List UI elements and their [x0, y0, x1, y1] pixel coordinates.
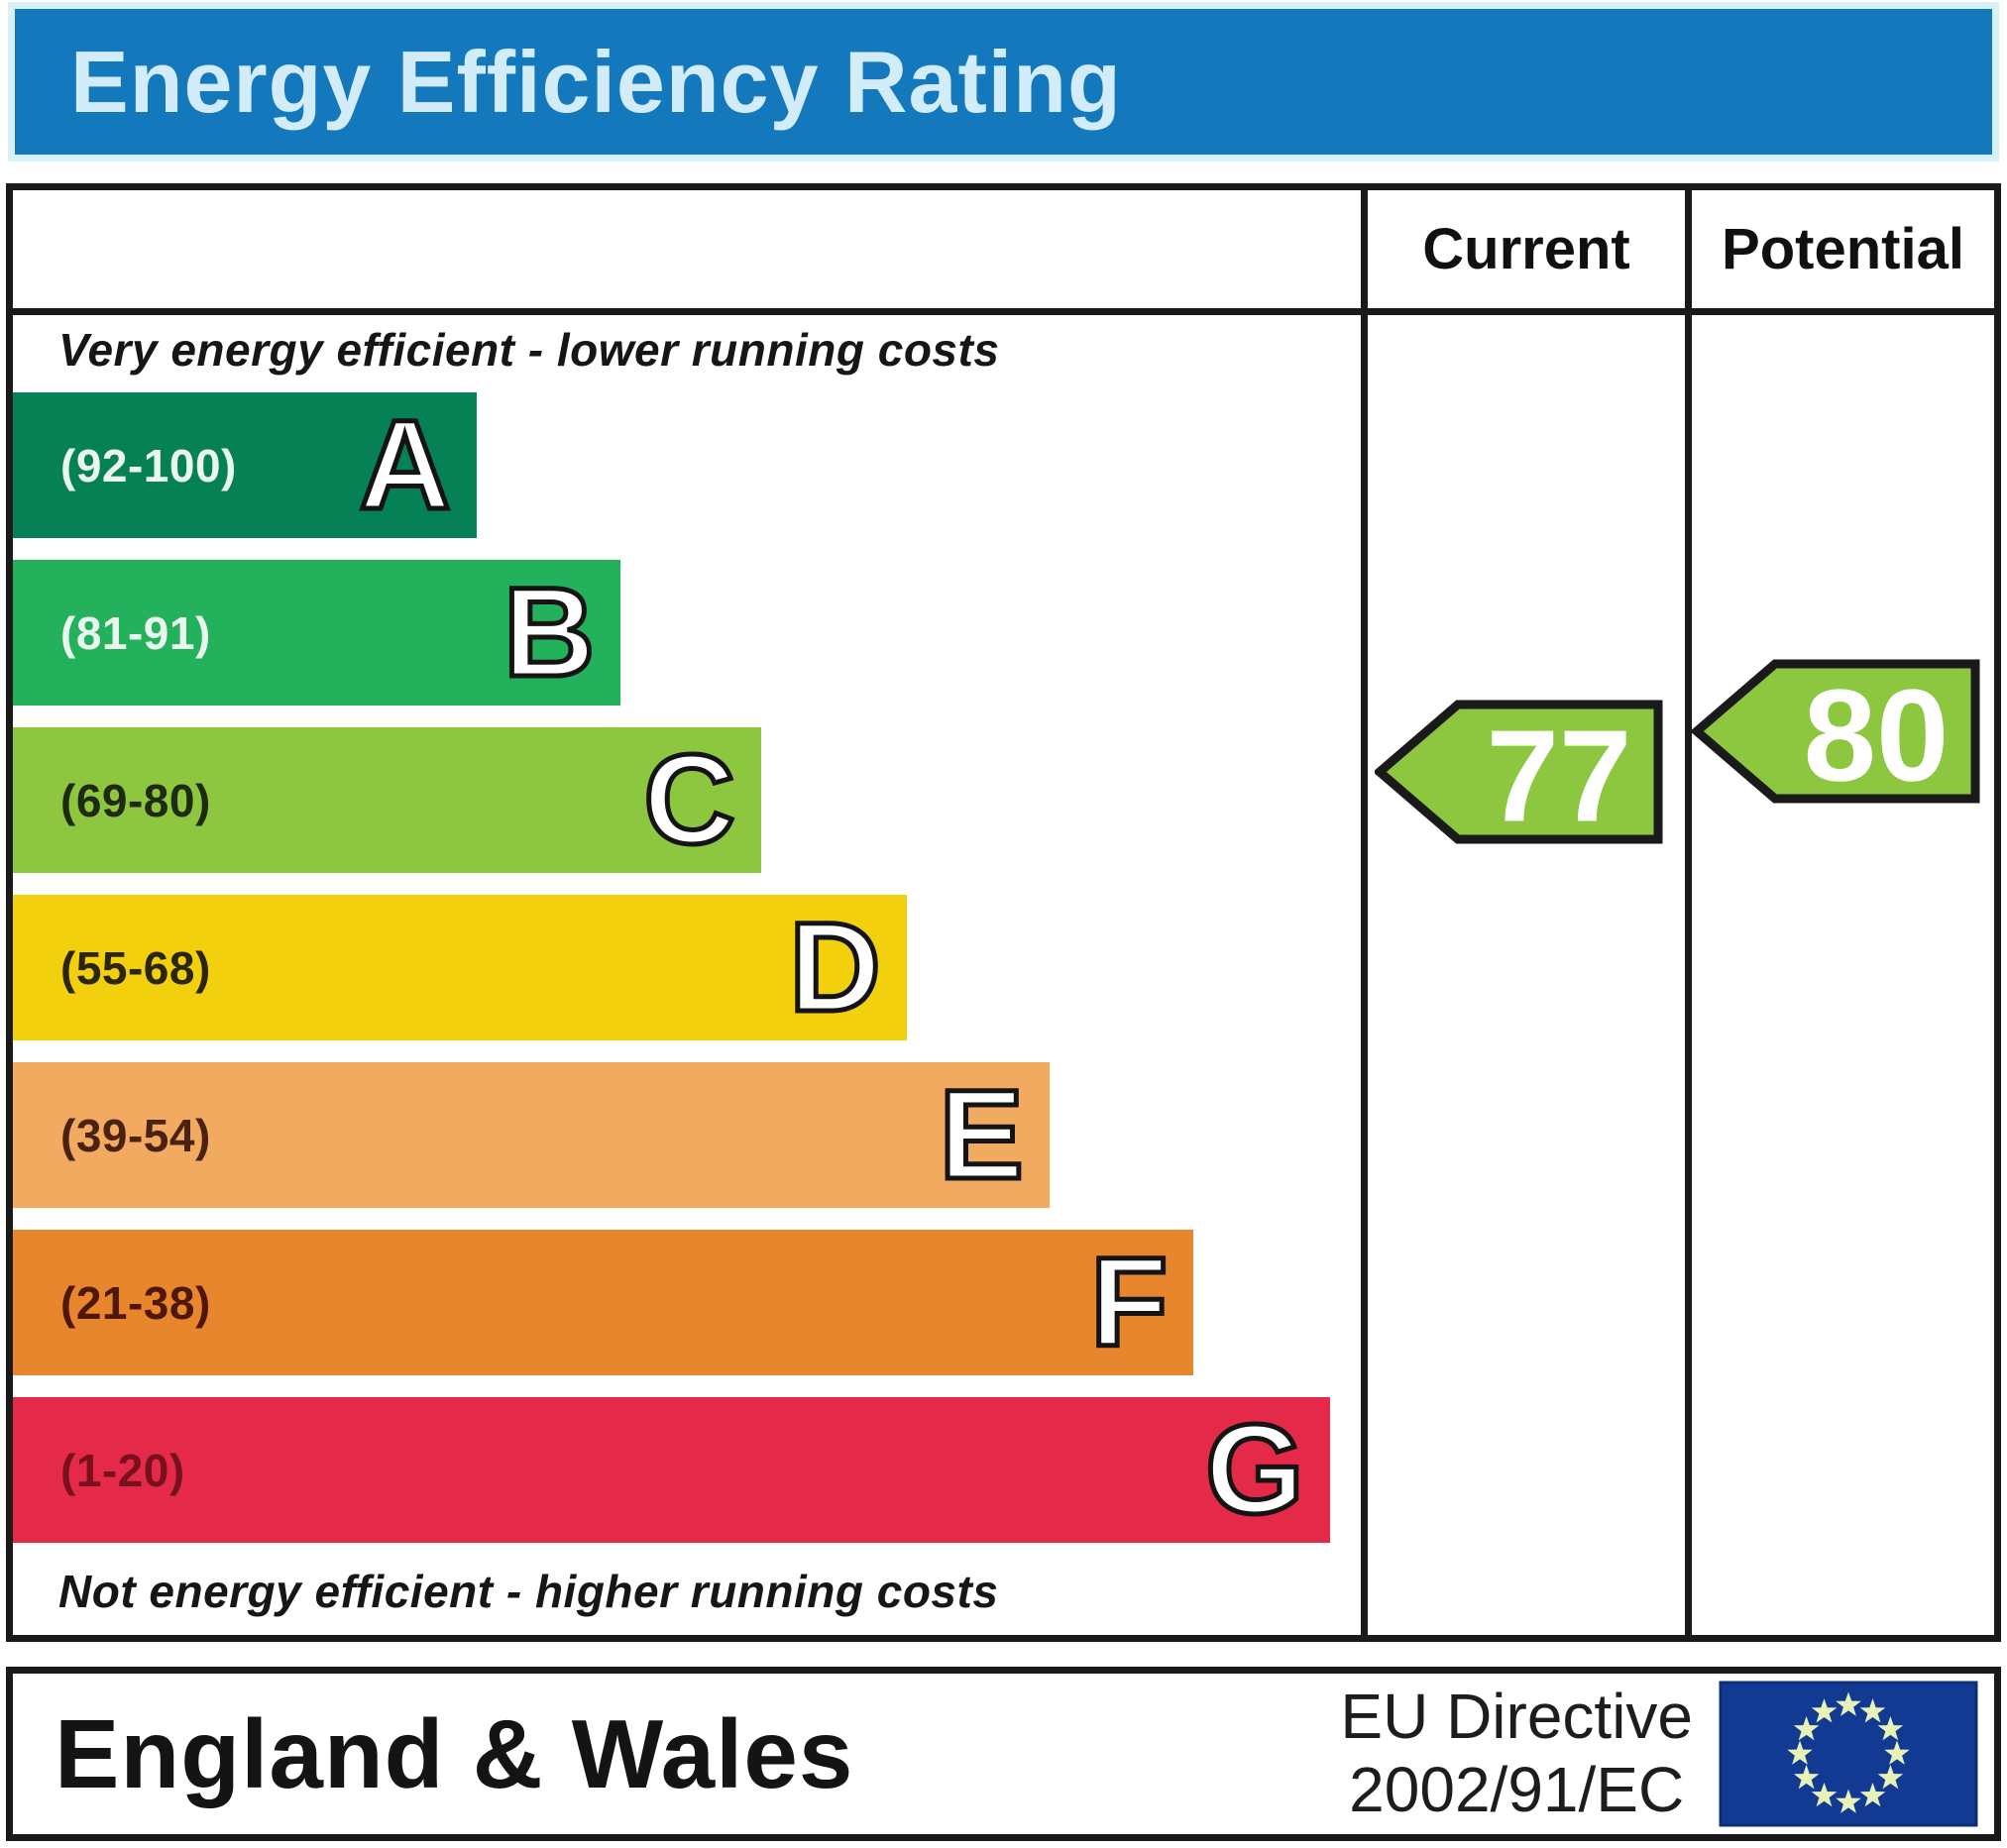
band-row-f: (21-38) F — [13, 1230, 1194, 1375]
current-column-divider — [1361, 190, 1685, 1635]
page-title: Energy Efficiency Rating — [70, 32, 1122, 131]
epc-chart: Current Potential Very energy efficient … — [6, 183, 2001, 1642]
band-g-letter: G — [1203, 1398, 1307, 1541]
band-f-letter: F — [1088, 1231, 1171, 1373]
bottom-caption: Not energy efficient - higher running co… — [58, 1566, 999, 1617]
band-c-range: (69-80) — [60, 774, 211, 826]
band-row-e: (39-54) E — [13, 1062, 1050, 1208]
band-a-letter: A — [357, 393, 453, 536]
band-d-range: (55-68) — [60, 941, 211, 994]
column-header-row — [13, 190, 1994, 315]
footer: England & Wales EU Directive 2002/91/EC — [6, 1667, 2001, 1841]
title-bar: Energy Efficiency Rating — [8, 2, 1999, 162]
band-row-c: (69-80) C — [13, 727, 761, 873]
eu-directive-label: EU Directive 2002/91/EC — [1340, 1681, 1693, 1826]
eu-flag-icon — [1719, 1681, 1978, 1827]
band-d-letter: D — [787, 896, 883, 1038]
current-rating-arrow-icon: 77 — [1375, 700, 1663, 848]
band-b-letter: B — [501, 561, 597, 704]
potential-rating-value: 80 — [1804, 663, 1950, 808]
band-row-b: (81-91) B — [13, 560, 621, 706]
band-row-a: (92-100) A — [13, 392, 477, 538]
band-a-range: (92-100) — [60, 439, 237, 491]
potential-rating-arrow-icon: 80 — [1692, 659, 1980, 808]
top-caption: Very energy efficient - lower running co… — [58, 324, 1000, 376]
band-row-g: (1-20) G — [13, 1397, 1330, 1543]
band-f-range: (21-38) — [60, 1276, 211, 1329]
region-label: England & Wales — [55, 1698, 854, 1808]
band-e-range: (39-54) — [60, 1109, 211, 1161]
band-c-letter: C — [641, 728, 737, 871]
rating-bands: Very energy efficient - lower running co… — [13, 315, 1361, 1618]
potential-column-divider — [1685, 190, 1994, 1635]
band-row-d: (55-68) D — [13, 895, 907, 1040]
potential-column-header: Potential — [1722, 217, 1964, 281]
band-e-letter: E — [937, 1063, 1026, 1206]
band-b-range: (81-91) — [60, 606, 211, 659]
eu-directive-line2: 2002/91/EC — [1349, 1754, 1685, 1825]
band-g-range: (1-20) — [60, 1444, 185, 1496]
current-column-header: Current — [1422, 217, 1630, 281]
eu-directive-line1: EU Directive — [1340, 1681, 1693, 1753]
current-rating-value: 77 — [1487, 704, 1632, 848]
